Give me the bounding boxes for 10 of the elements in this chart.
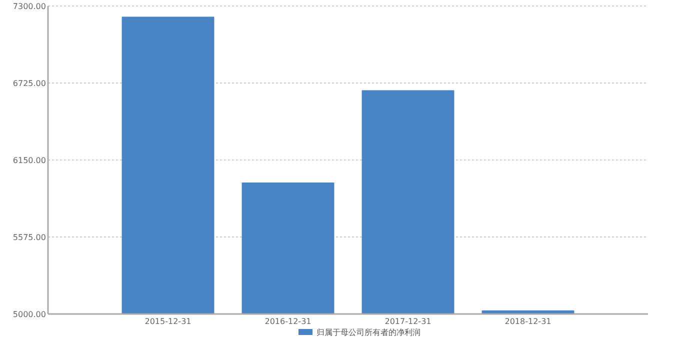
x-tick-label: 2017-12-31 bbox=[384, 317, 432, 326]
x-tick-label: 2015-12-31 bbox=[144, 317, 192, 326]
y-tick-label: 7300.00 bbox=[12, 2, 46, 11]
x-tick-label: 2016-12-31 bbox=[264, 317, 312, 326]
y-tick-label: 5575.00 bbox=[12, 233, 46, 242]
y-tick-label: 5000.00 bbox=[12, 310, 46, 319]
y-tick-label: 6725.00 bbox=[12, 79, 46, 88]
x-tick-label: 2018-12-31 bbox=[504, 317, 552, 326]
legend-label: 归属于母公司所有者的净利润 bbox=[316, 328, 420, 337]
y-tick-label: 6150.00 bbox=[12, 156, 46, 165]
